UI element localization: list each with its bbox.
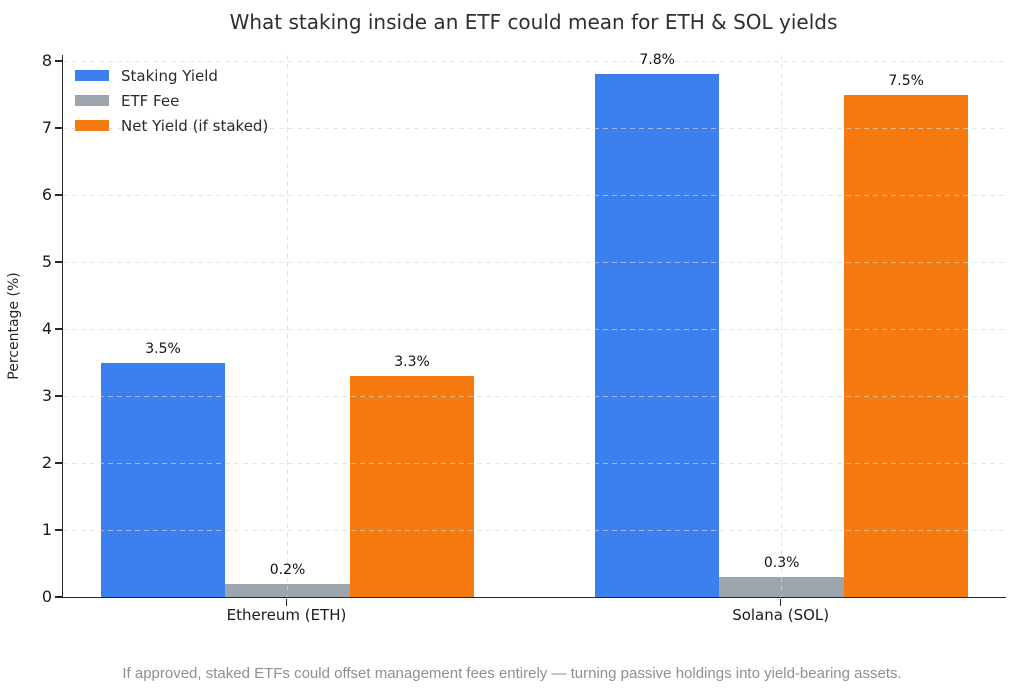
y-tick-label-2: 2 — [41, 453, 52, 472]
legend-swatch-etf-fee — [75, 95, 109, 106]
x-tick-mark-solana-sol — [779, 598, 782, 606]
legend-label-etf-fee: ETF Fee — [121, 91, 180, 110]
gridline-x-ethereum-eth — [287, 55, 289, 597]
y-tick-mark-8 — [55, 60, 62, 62]
value-label-etf-fee-ethereum-eth: 0.2% — [269, 561, 306, 578]
y-tick-label-5: 5 — [41, 252, 52, 271]
legend-label-staking-yield: Staking Yield — [121, 66, 218, 85]
y-tick-mark-4 — [55, 328, 62, 330]
value-label-staking-yield-ethereum-eth: 3.5% — [145, 340, 181, 357]
y-tick-mark-7 — [55, 127, 62, 129]
value-label-staking-yield-solana-sol: 7.8% — [639, 52, 675, 69]
legend-item-etf-fee: ETF Fee — [75, 88, 268, 113]
legend: Staking Yield ETF Fee Net Yield (if staked… — [75, 63, 268, 138]
legend-swatch-net-yield-if-staked — [75, 120, 109, 131]
gridline-y-4 — [63, 328, 1006, 330]
y-tick-mark-3 — [55, 395, 62, 397]
gridline-y-7 — [63, 127, 1006, 129]
footer-note: If approved, staked ETFs could offset ma… — [122, 665, 902, 682]
legend-label-net-yield-if-staked: Net Yield (if staked) — [121, 116, 269, 135]
gridline-y-1 — [63, 529, 1006, 531]
bar-net-yield-if-staked-ethereum-eth — [349, 375, 475, 597]
bar-net-yield-if-staked-solana-sol — [843, 94, 969, 597]
y-tick-label-7: 7 — [41, 118, 52, 137]
x-tick-mark-ethereum-eth — [285, 598, 288, 606]
bar-staking-yield-solana-sol — [594, 74, 720, 597]
gridline-x-solana-sol — [781, 55, 783, 597]
y-tick-label-3: 3 — [41, 386, 52, 405]
y-tick-label-4: 4 — [41, 319, 52, 338]
y-tick-label-8: 8 — [41, 51, 52, 70]
gridline-y-2 — [63, 462, 1006, 464]
y-tick-mark-6 — [55, 194, 62, 196]
legend-item-staking-yield: Staking Yield — [75, 63, 268, 88]
value-label-net-yield-if-staked-ethereum-eth: 3.3% — [394, 353, 430, 370]
x-tick-label-solana-sol: Solana (SOL) — [732, 606, 830, 624]
legend-item-net-yield-if-staked: Net Yield (if staked) — [75, 113, 268, 138]
y-tick-label-6: 6 — [41, 185, 52, 204]
x-tick-label-ethereum-eth: Ethereum (ETH) — [226, 606, 347, 624]
y-tick-mark-5 — [55, 261, 62, 263]
gridline-y-8 — [63, 60, 1006, 62]
plot-area: Staking Yield ETF Fee Net Yield (if staked… — [62, 52, 1006, 598]
y-tick-label-1: 1 — [41, 520, 52, 539]
y-tick-mark-1 — [55, 529, 62, 531]
chart-title: What staking inside an ETF could mean fo… — [229, 10, 838, 34]
gridline-y-6 — [63, 194, 1006, 196]
value-label-etf-fee-solana-sol: 0.3% — [763, 554, 800, 571]
gridline-y-5 — [63, 261, 1006, 263]
y-tick-label-0: 0 — [41, 587, 52, 606]
y-tick-mark-0 — [55, 596, 62, 598]
value-label-net-yield-if-staked-solana-sol: 7.5% — [888, 72, 924, 89]
gridline-y-3 — [63, 395, 1006, 397]
bar-staking-yield-ethereum-eth — [100, 362, 226, 597]
y-tick-mark-2 — [55, 462, 62, 464]
legend-swatch-staking-yield — [75, 70, 109, 81]
